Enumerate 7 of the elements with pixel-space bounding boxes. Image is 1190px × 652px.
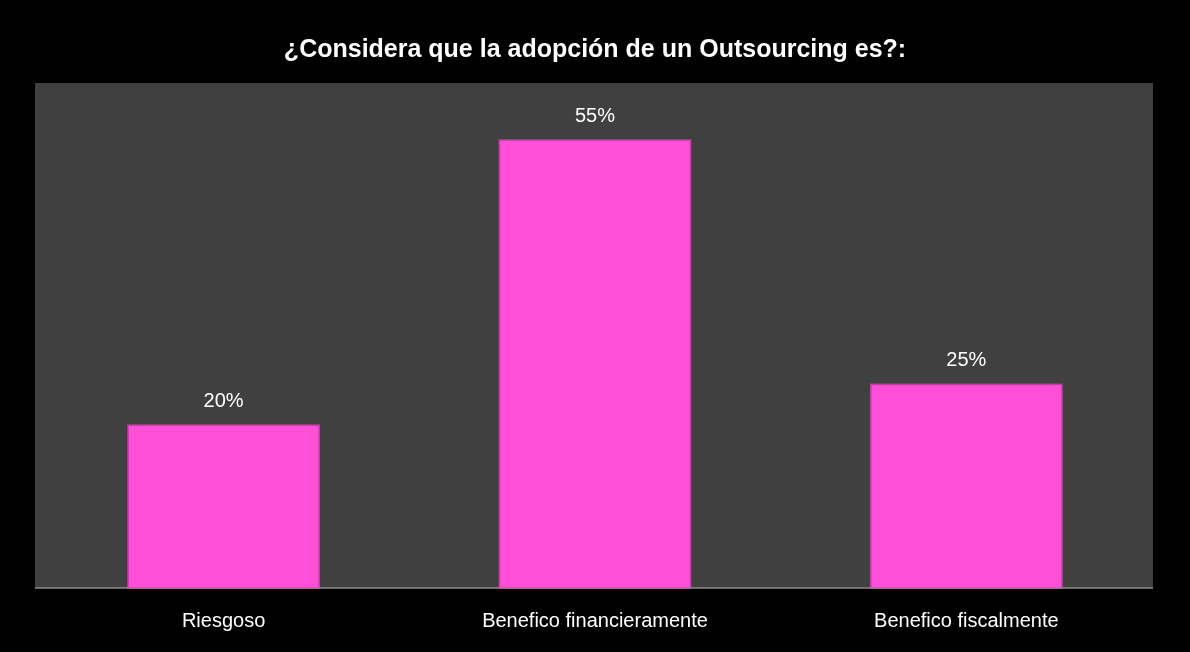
x-tick-label: Benefico financieramente <box>482 609 708 631</box>
x-tick-label: Benefico fiscalmente <box>874 609 1059 631</box>
data-label: 20% <box>203 389 244 412</box>
chart-title: ¿Considera que la adopción de un Outsourcing es?: <box>283 34 907 62</box>
x-tick-label: Riesgoso <box>181 609 266 631</box>
data-label: 25% <box>946 348 987 371</box>
data-label: 55% <box>574 104 616 126</box>
